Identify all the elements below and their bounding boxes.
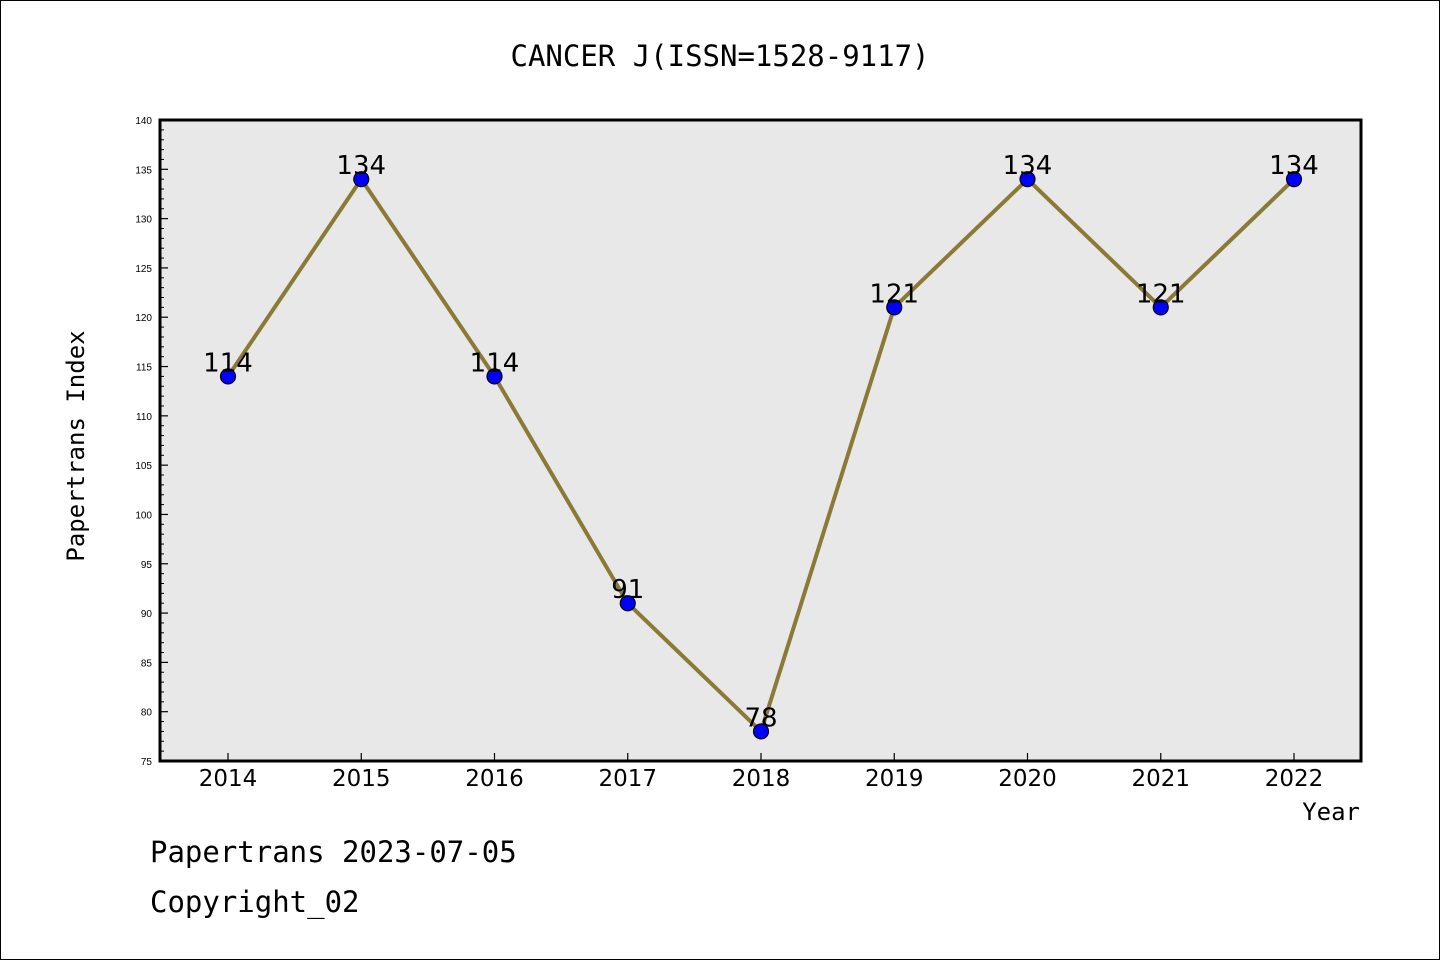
data-label: 91 bbox=[611, 575, 644, 605]
data-label: 134 bbox=[336, 151, 386, 181]
x-tick-label: 2015 bbox=[332, 766, 391, 792]
data-point bbox=[1152, 299, 1169, 316]
data-point bbox=[486, 368, 503, 385]
y-axis: 75 80 85 90 95 100 105 110 115 120 125 130 135 140 bbox=[135, 116, 168, 768]
y-tick-label: 90 bbox=[141, 609, 153, 620]
y-tick-label: 105 bbox=[135, 461, 152, 472]
x-tick-label: 2020 bbox=[998, 766, 1057, 792]
y-tick-label: 140 bbox=[135, 116, 152, 127]
data-point bbox=[1019, 171, 1036, 188]
footer-copyright: Copyright_02 bbox=[150, 885, 360, 919]
plot-area bbox=[158, 118, 1363, 763]
data-label: 78 bbox=[744, 703, 777, 733]
y-tick-label: 95 bbox=[141, 560, 153, 571]
x-tick-label: 2021 bbox=[1131, 766, 1190, 792]
chart-title: CANCER J(ISSN=1528-9117) bbox=[510, 39, 929, 73]
y-tick-label: 75 bbox=[141, 757, 153, 768]
data-labels: 114 134 114 91 78 121 134 121 134 bbox=[203, 151, 1319, 733]
y-tick-label: 120 bbox=[135, 313, 152, 324]
x-axis-label: Year bbox=[1302, 798, 1360, 826]
data-point bbox=[619, 595, 636, 612]
y-tick-label: 85 bbox=[141, 658, 153, 669]
y-tick-label: 130 bbox=[135, 215, 152, 226]
x-tick-label: 2019 bbox=[865, 766, 924, 792]
data-label: 114 bbox=[203, 348, 253, 378]
data-point bbox=[353, 171, 370, 188]
x-axis: 2014 2015 2016 2017 2018 2019 2020 2021 2022 bbox=[199, 753, 1324, 792]
data-point bbox=[219, 368, 237, 385]
data-label: 134 bbox=[1269, 151, 1319, 181]
data-label: 114 bbox=[470, 348, 520, 378]
y-tick-label: 115 bbox=[136, 363, 152, 374]
data-point bbox=[752, 723, 770, 740]
y-tick-label: 80 bbox=[141, 708, 153, 719]
y-tick-label: 110 bbox=[136, 412, 152, 423]
y-tick-label: 100 bbox=[135, 510, 152, 521]
y-axis-label: Papertrans Index bbox=[62, 330, 90, 561]
x-tick-label: 2014 bbox=[199, 766, 258, 792]
x-tick-label: 2016 bbox=[465, 766, 524, 792]
x-tick-label: 2022 bbox=[1265, 766, 1324, 792]
series-markers bbox=[219, 171, 1303, 740]
data-label: 121 bbox=[869, 279, 919, 309]
data-point bbox=[1285, 171, 1303, 188]
footer-date: Papertrans 2023-07-05 bbox=[150, 835, 517, 869]
data-label: 134 bbox=[1003, 151, 1053, 181]
y-tick-label: 125 bbox=[135, 264, 152, 275]
x-tick-label: 2018 bbox=[732, 766, 791, 792]
y-tick-label: 135 bbox=[135, 165, 152, 176]
data-label: 121 bbox=[1136, 279, 1186, 309]
x-tick-label: 2017 bbox=[598, 766, 657, 792]
data-point bbox=[886, 299, 903, 316]
